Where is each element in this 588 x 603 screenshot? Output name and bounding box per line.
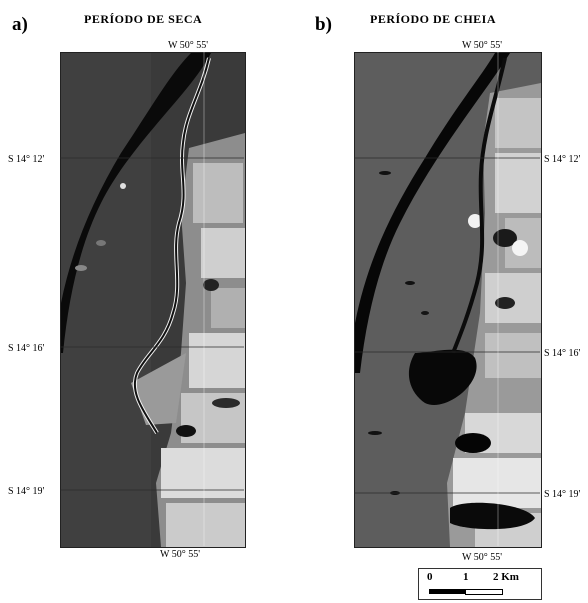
map-wet-season (354, 52, 542, 548)
scale-segment-light (465, 589, 503, 595)
panel-b-latitude-1: S 14° 12' (544, 154, 581, 165)
panel-a-top-longitude: W 50° 55' (168, 40, 209, 51)
panel-b-letter: b) (315, 14, 332, 35)
panel-b-bottom-longitude: W 50° 55' (462, 552, 503, 563)
map-dry-season (60, 52, 246, 548)
map-dry-season-image (61, 53, 245, 547)
panel-b-latitude-3: S 14° 19' (544, 489, 581, 500)
panel-b-top-longitude: W 50° 55' (462, 40, 503, 51)
panel-a-latitude-3: S 14° 19' (8, 486, 45, 497)
scale-label-2: 2 Km (493, 571, 519, 583)
map-wet-season-image (355, 53, 541, 547)
panel-a-latitude-2: S 14° 16' (8, 343, 45, 354)
panel-a-latitude-1: S 14° 12' (8, 154, 45, 165)
panel-b-latitude-2: S 14° 16' (544, 348, 581, 359)
scale-label-1: 1 (463, 571, 469, 583)
scale-bar: 0 1 2 Km (418, 568, 542, 600)
panel-a-letter: a) (12, 14, 28, 35)
panel-a-title: PERÍODO DE SECA (84, 12, 203, 26)
scale-label-0: 0 (427, 571, 433, 583)
scale-segment-dark (429, 589, 465, 594)
panel-a-bottom-longitude: W 50° 55' (160, 549, 201, 560)
panel-b-title: PERÍODO DE CHEIA (370, 12, 497, 26)
